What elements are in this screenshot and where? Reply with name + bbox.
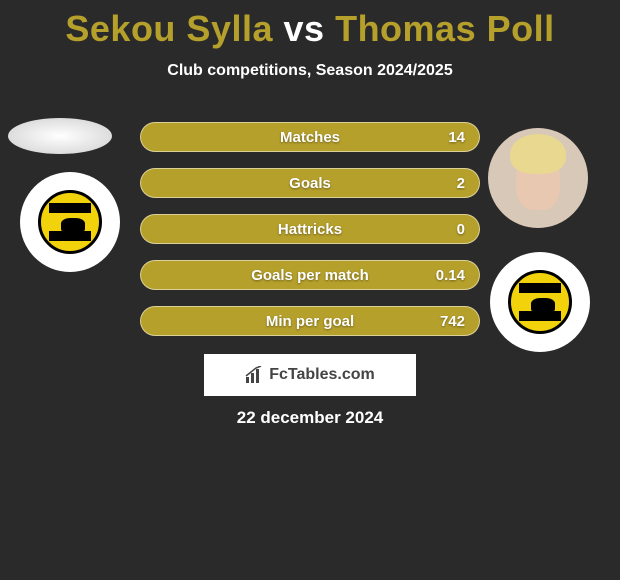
club-shield-icon [38, 190, 102, 254]
chart-icon [245, 366, 263, 384]
stat-value-p2: 0.14 [436, 267, 465, 284]
stat-row-hattricks: Hattricks 0 [140, 214, 480, 244]
stat-label: Hattricks [278, 221, 342, 238]
branding-text: FcTables.com [269, 366, 375, 384]
player1-avatar [8, 118, 112, 154]
player2-avatar [488, 128, 588, 228]
page-title: Sekou Sylla vs Thomas Poll [0, 0, 620, 50]
stat-value-p2: 14 [448, 129, 465, 146]
player1-club-badge [20, 172, 120, 272]
player2-club-badge [490, 252, 590, 352]
subtitle: Club competitions, Season 2024/2025 [0, 62, 620, 80]
stats-container: Matches 14 Goals 2 Hattricks 0 Goals per… [140, 122, 480, 352]
stat-label: Goals per match [251, 267, 369, 284]
stat-value-p2: 0 [457, 221, 465, 238]
player1-name: Sekou Sylla [65, 8, 273, 49]
stat-row-min-per-goal: Min per goal 742 [140, 306, 480, 336]
stat-label: Matches [280, 129, 340, 146]
date-text: 22 december 2024 [0, 408, 620, 428]
vs-text: vs [284, 8, 325, 49]
stat-value-p2: 742 [440, 313, 465, 330]
branding-banner: FcTables.com [204, 354, 416, 396]
player2-name: Thomas Poll [335, 8, 555, 49]
stat-label: Goals [289, 175, 331, 192]
stat-row-matches: Matches 14 [140, 122, 480, 152]
stat-value-p2: 2 [457, 175, 465, 192]
stat-row-goals-per-match: Goals per match 0.14 [140, 260, 480, 290]
stat-row-goals: Goals 2 [140, 168, 480, 198]
club-shield-icon [508, 270, 572, 334]
stat-label: Min per goal [266, 313, 354, 330]
